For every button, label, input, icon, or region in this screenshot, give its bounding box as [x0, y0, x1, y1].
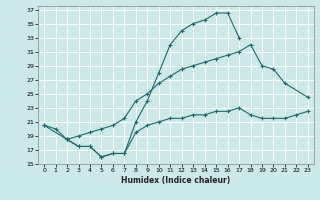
- X-axis label: Humidex (Indice chaleur): Humidex (Indice chaleur): [121, 176, 231, 185]
